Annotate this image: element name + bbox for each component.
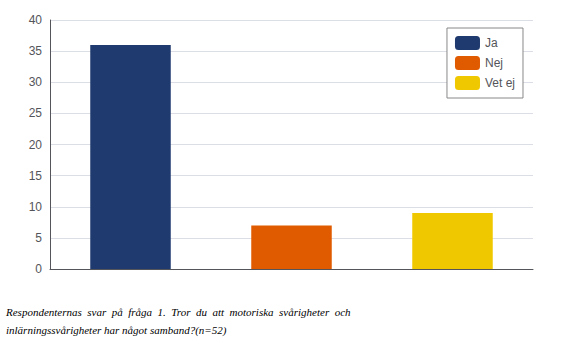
svg-text:15: 15: [29, 169, 43, 183]
svg-text:40: 40: [29, 13, 43, 27]
svg-text:10: 10: [29, 200, 43, 214]
svg-text:25: 25: [29, 106, 43, 120]
svg-text:Respondenternas svar på frå: Respondenternas svar på fråga 1. Tror du…: [5, 306, 351, 318]
svg-text:Nej: Nej: [485, 56, 503, 70]
svg-text:20: 20: [29, 138, 43, 152]
svg-text:inlärningssvårigheter har någo: inlärningssvårigheter har något samband?…: [6, 324, 227, 337]
svg-text:Ja: Ja: [485, 36, 498, 50]
svg-text:Vet ej: Vet ej: [485, 76, 515, 90]
svg-text:35: 35: [29, 44, 43, 58]
svg-text:30: 30: [29, 75, 43, 89]
svg-text:0: 0: [35, 262, 42, 276]
svg-text:5: 5: [35, 231, 42, 245]
